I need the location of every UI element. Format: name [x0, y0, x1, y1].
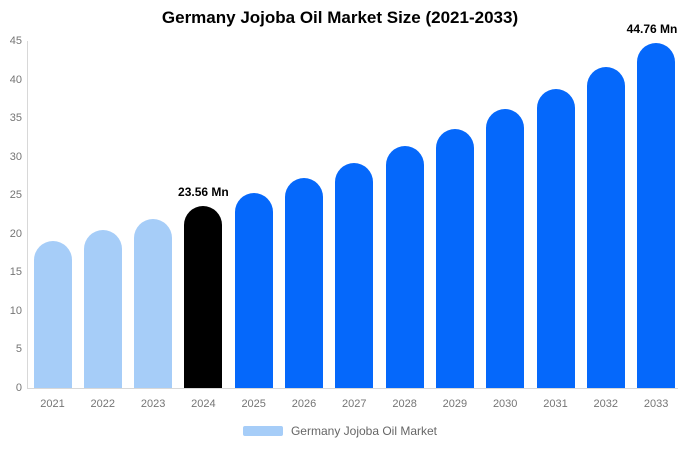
chart-title: Germany Jojoba Oil Market Size (2021-203… [161, 8, 519, 27]
legend: Germany Jojoba Oil Market [0, 424, 680, 438]
x-tick-label-2025: 2025 [241, 398, 266, 410]
bar-2029 [435, 128, 474, 388]
bar-2023 [134, 218, 173, 388]
legend-label: Germany Jojoba Oil Market [290, 424, 438, 438]
y-tick-label: 15 [9, 266, 22, 279]
x-tick-label-2029: 2029 [442, 398, 468, 410]
bar-2033 [637, 42, 676, 388]
x-tick-label-2022: 2022 [90, 398, 116, 410]
x-axis-line [26, 388, 678, 389]
y-tick-label: 20 [9, 227, 22, 240]
value-label-2024: 23.56 Mn [178, 185, 229, 200]
x-tick-label-2028: 2028 [392, 398, 417, 410]
y-axis-line [26, 41, 28, 388]
bar-2025 [234, 192, 273, 388]
x-tick-label-2032: 2032 [593, 398, 619, 410]
y-tick-label: 40 [9, 73, 22, 86]
y-tick-label: 5 [15, 343, 22, 356]
x-tick-label-2027: 2027 [342, 398, 367, 410]
bar-2022 [83, 230, 122, 388]
bar-2027 [335, 162, 374, 388]
legend-swatch [242, 426, 283, 436]
x-tick-label-2030: 2030 [492, 398, 518, 410]
bar-2026 [285, 178, 323, 388]
bar-2024 [184, 206, 223, 388]
y-tick-label: 25 [9, 189, 22, 202]
x-tick-label-2031: 2031 [543, 398, 568, 410]
x-tick-label-2023: 2023 [140, 398, 166, 410]
bar-2028 [385, 146, 424, 388]
y-tick-label: 10 [9, 304, 22, 317]
bar-2032 [586, 66, 625, 388]
bar-2031 [536, 88, 575, 388]
x-tick-label-2026: 2026 [291, 398, 317, 410]
x-tick-label-2033: 2033 [643, 398, 669, 410]
x-tick-label-2021: 2021 [40, 398, 65, 410]
bar-2030 [486, 109, 525, 388]
y-tick-label: 35 [9, 112, 22, 125]
x-tick-label-2024: 2024 [191, 398, 216, 410]
y-tick-label: 45 [9, 35, 22, 47]
value-label-2033: 44.76 Mn [626, 21, 678, 36]
y-tick-label: 30 [9, 150, 22, 163]
y-tick-label: 0 [15, 382, 22, 394]
bar-2021 [33, 241, 72, 388]
